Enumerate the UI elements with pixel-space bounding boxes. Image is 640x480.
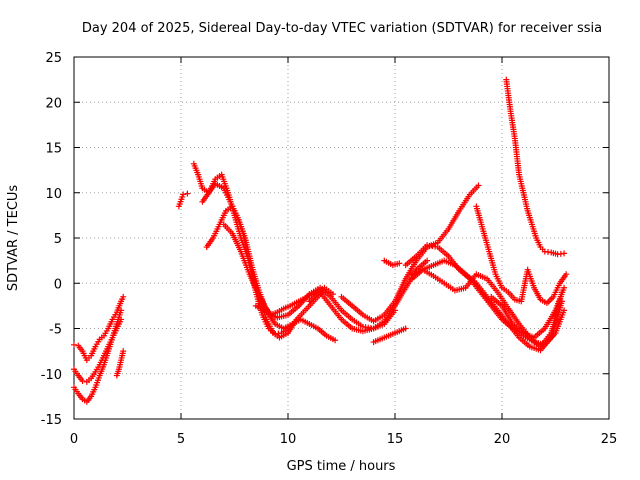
x-tick-label: 5 <box>177 432 185 447</box>
data-point <box>402 325 409 332</box>
data-point <box>424 257 431 264</box>
series-track-19 <box>503 76 568 258</box>
series-track-17 <box>409 266 565 350</box>
series-track-18 <box>473 203 570 307</box>
data-point <box>563 271 570 278</box>
series-track-8 <box>203 203 336 318</box>
y-tick-label: -15 <box>41 413 62 428</box>
series-track-5 <box>175 190 191 210</box>
series-track-14 <box>370 325 409 346</box>
data-point <box>120 293 127 300</box>
x-tick-label: 10 <box>280 432 297 447</box>
y-tick-label: 0 <box>54 277 62 292</box>
data-point <box>475 182 482 189</box>
y-tick-label: 10 <box>45 187 62 202</box>
y-axis-label: SDTVAR / TECUs <box>6 185 21 292</box>
data-point <box>120 348 127 355</box>
x-tick-label: 0 <box>70 432 78 447</box>
data-point <box>561 250 568 257</box>
y-tick-label: 5 <box>54 232 62 247</box>
y-tick-label: 15 <box>45 142 62 157</box>
x-tick-label: 25 <box>601 432 618 447</box>
data-points <box>71 76 570 405</box>
chart-title: Day 204 of 2025, Sidereal Day-to-day VTE… <box>82 21 602 36</box>
y-tick-label: -10 <box>41 368 62 383</box>
y-tick-label: 20 <box>45 96 62 111</box>
series-track-4 <box>113 348 127 379</box>
data-point <box>332 337 339 344</box>
grid <box>74 57 609 419</box>
x-tick-label: 15 <box>387 432 404 447</box>
series-track-3 <box>71 316 125 405</box>
y-tick-label: 25 <box>45 51 62 66</box>
data-point <box>180 191 187 198</box>
plot-frame <box>73 56 610 420</box>
x-tick-label: 20 <box>494 432 511 447</box>
data-point <box>71 341 77 348</box>
data-point <box>118 316 125 323</box>
data-point <box>118 307 125 314</box>
series-track-13 <box>381 257 403 269</box>
data-point <box>79 377 86 384</box>
data-point <box>561 284 568 291</box>
data-point <box>184 190 191 197</box>
series-track-7 <box>199 171 326 341</box>
series-track-20 <box>488 284 568 341</box>
series-track-12 <box>338 182 482 325</box>
tick-labels: 0 5 10 15 20 25 -15 -10 -5 0 5 10 15 20 25 <box>41 51 618 447</box>
data-point <box>396 260 403 267</box>
x-axis-label: GPS time / hours <box>287 459 396 474</box>
series-track-9 <box>220 221 339 344</box>
y-tick-label: -5 <box>49 323 62 338</box>
series-track-16 <box>409 257 565 354</box>
